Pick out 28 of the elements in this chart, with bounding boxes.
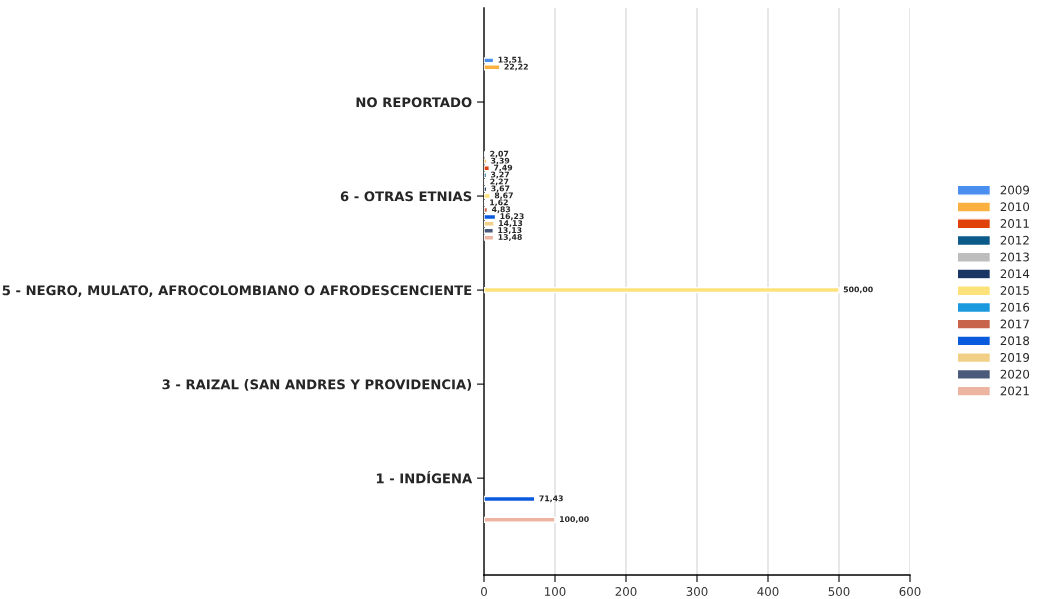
x-tick-label: 500 — [828, 587, 850, 596]
legend-label: 2010 — [1000, 202, 1030, 212]
y-tick-label: NO REPORTADO — [356, 97, 472, 108]
bar — [484, 495, 536, 503]
y-tick-label: 3 - RAIZAL (SAN ANDRES Y PROVIDENCIA) — [162, 379, 472, 391]
x-tick-label: 100 — [545, 587, 566, 596]
x-tick-label: 200 — [615, 587, 637, 596]
legend-label: 2009 — [1000, 185, 1030, 195]
legend-label: 2021 — [1000, 386, 1029, 396]
legend-label: 2015 — [1000, 286, 1029, 295]
legend-label: 2013 — [1000, 252, 1029, 262]
legend-label: 2017 — [1000, 319, 1029, 329]
y-tick-label: 1 - INDÍGENA — [376, 470, 473, 484]
y-tick-label: 6 - OTRAS ETNIAS — [340, 191, 472, 202]
legend-label: 2012 — [1000, 235, 1029, 245]
legend-label: 2018 — [1000, 336, 1030, 346]
legend-label: 2020 — [1000, 369, 1030, 379]
legend-label: 2019 — [1000, 352, 1030, 362]
legend-label: 2014 — [1000, 269, 1030, 279]
y-tick-label: 5 - NEGRO, MULATO, AFROCOLOMBIANO O AFRODESCENCIENTE — [2, 285, 472, 297]
x-tick-label: 300 — [686, 587, 708, 596]
x-tick-label: 400 — [757, 587, 779, 596]
legend-label: 2016 — [1000, 302, 1030, 312]
x-tick-label: 0 — [481, 587, 487, 596]
bar — [484, 516, 556, 523]
legend-label: 2011 — [1000, 219, 1029, 228]
bar — [484, 286, 840, 294]
x-tick-label: 600 — [899, 587, 921, 596]
